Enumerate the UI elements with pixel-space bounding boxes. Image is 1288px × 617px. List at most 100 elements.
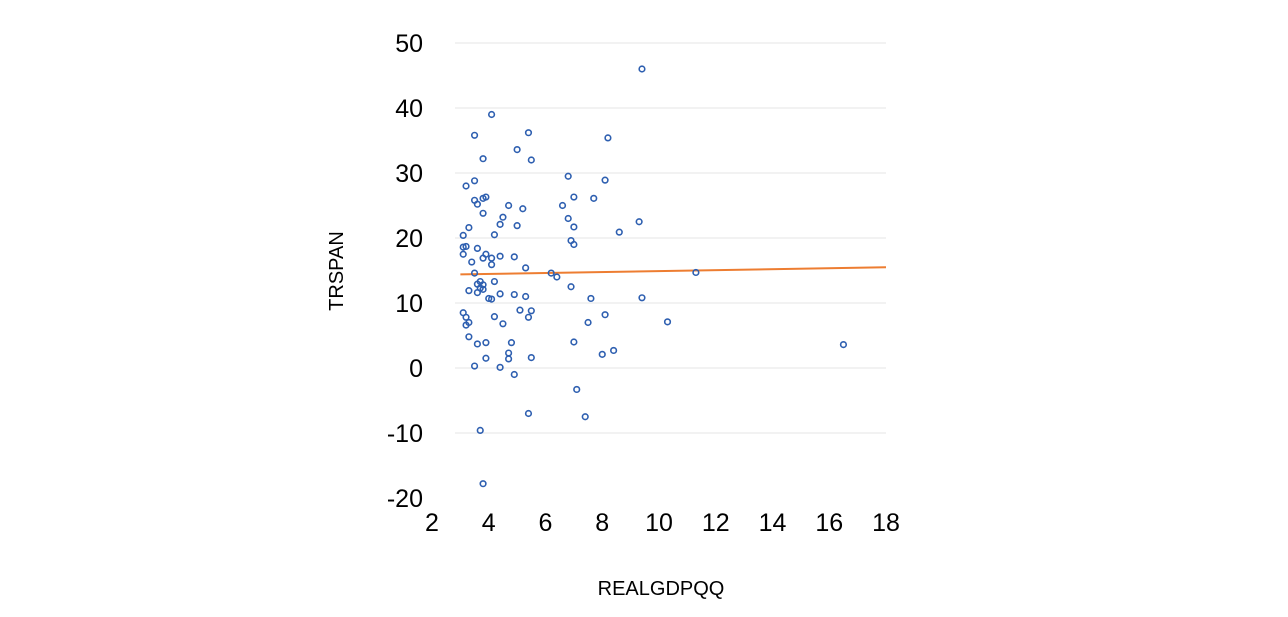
data-point [524, 129, 533, 137]
data-point [513, 222, 521, 230]
data-point [635, 218, 643, 226]
data-point [470, 362, 479, 370]
data-point [470, 131, 479, 139]
data-point [510, 290, 518, 299]
data-point [615, 228, 623, 236]
data-point [510, 253, 518, 261]
data-point [505, 201, 513, 210]
data-point [499, 320, 507, 328]
gridlines [455, 42, 886, 434]
data-point [505, 355, 513, 363]
data-point [479, 155, 487, 163]
data-point [519, 205, 527, 213]
data-point [476, 426, 484, 435]
data-point [505, 349, 513, 357]
data-point [522, 292, 530, 301]
data-point [558, 201, 567, 210]
x-tick-label: 2 [425, 509, 439, 537]
x-tick-label: 10 [645, 509, 673, 537]
data-point [573, 385, 581, 394]
data-point [604, 134, 612, 142]
y-tick-label: 10 [395, 290, 423, 318]
data-point [522, 264, 530, 272]
y-tick-label: -20 [387, 485, 423, 513]
x-tick-label: 6 [539, 509, 553, 537]
y-axis-ticks: 50 40 30 20 10 0 -10 -20 [387, 30, 423, 513]
x-tick-label: 16 [815, 509, 843, 537]
data-point [527, 156, 535, 164]
data-point [567, 283, 575, 291]
data-point [462, 182, 470, 190]
data-point [479, 285, 487, 293]
data-point [547, 269, 555, 277]
y-tick-label: 0 [409, 355, 423, 383]
data-point [564, 214, 572, 223]
data-point [459, 231, 467, 239]
data-point [482, 354, 490, 362]
data-point [570, 240, 578, 249]
data-point [487, 254, 496, 262]
data-point [487, 261, 496, 269]
data-point [473, 244, 482, 252]
x-axis-ticks: 2 4 6 8 10 12 14 16 18 [425, 509, 900, 537]
trendline-layer [460, 266, 887, 276]
data-point [663, 318, 672, 326]
data-point [496, 220, 504, 228]
data-point [470, 177, 479, 185]
data-point [468, 258, 476, 266]
x-tick-label: 14 [759, 509, 787, 537]
data-point [490, 277, 499, 286]
data-point [601, 311, 609, 319]
data-point [499, 213, 507, 221]
data-point [570, 223, 578, 231]
data-point [513, 146, 521, 154]
data-point [479, 480, 487, 488]
data-point [581, 413, 589, 421]
data-point [473, 200, 482, 208]
data-point [496, 363, 504, 371]
data-point [564, 172, 572, 180]
data-point [479, 194, 487, 202]
data-point [465, 287, 473, 295]
data-point [470, 269, 479, 277]
data-point [590, 194, 598, 202]
y-tick-label: -10 [387, 420, 423, 448]
data-point [487, 295, 496, 303]
data-point [459, 250, 467, 258]
data-point [462, 313, 470, 321]
data-point [609, 346, 618, 355]
data-point [487, 110, 496, 119]
data-point [473, 289, 482, 297]
trendline [460, 266, 887, 276]
data-point [692, 268, 700, 277]
x-axis-title: REALGDPQQ [598, 578, 725, 600]
data-point [510, 370, 518, 379]
data-point [584, 318, 592, 327]
data-point [839, 341, 848, 349]
data-point [465, 333, 473, 341]
data-point [516, 306, 524, 314]
y-tick-label: 50 [395, 30, 423, 58]
data-point [479, 254, 487, 262]
data-point [638, 294, 646, 302]
data-point [524, 409, 533, 418]
data-point [553, 273, 561, 281]
data-point [465, 224, 473, 232]
data-point [598, 350, 606, 358]
data-point [587, 294, 595, 303]
data-point [479, 209, 487, 217]
data-point [601, 176, 609, 184]
data-point [527, 307, 535, 315]
data-point [490, 313, 499, 321]
data-point [570, 193, 578, 201]
x-tick-label: 18 [872, 509, 900, 537]
data-point [496, 252, 504, 260]
data-point [496, 290, 504, 298]
data-point [473, 340, 482, 348]
data-point [527, 354, 535, 362]
data-point [482, 339, 490, 347]
x-tick-label: 12 [702, 509, 730, 537]
data-point [462, 321, 470, 329]
y-tick-label: 20 [395, 225, 423, 253]
